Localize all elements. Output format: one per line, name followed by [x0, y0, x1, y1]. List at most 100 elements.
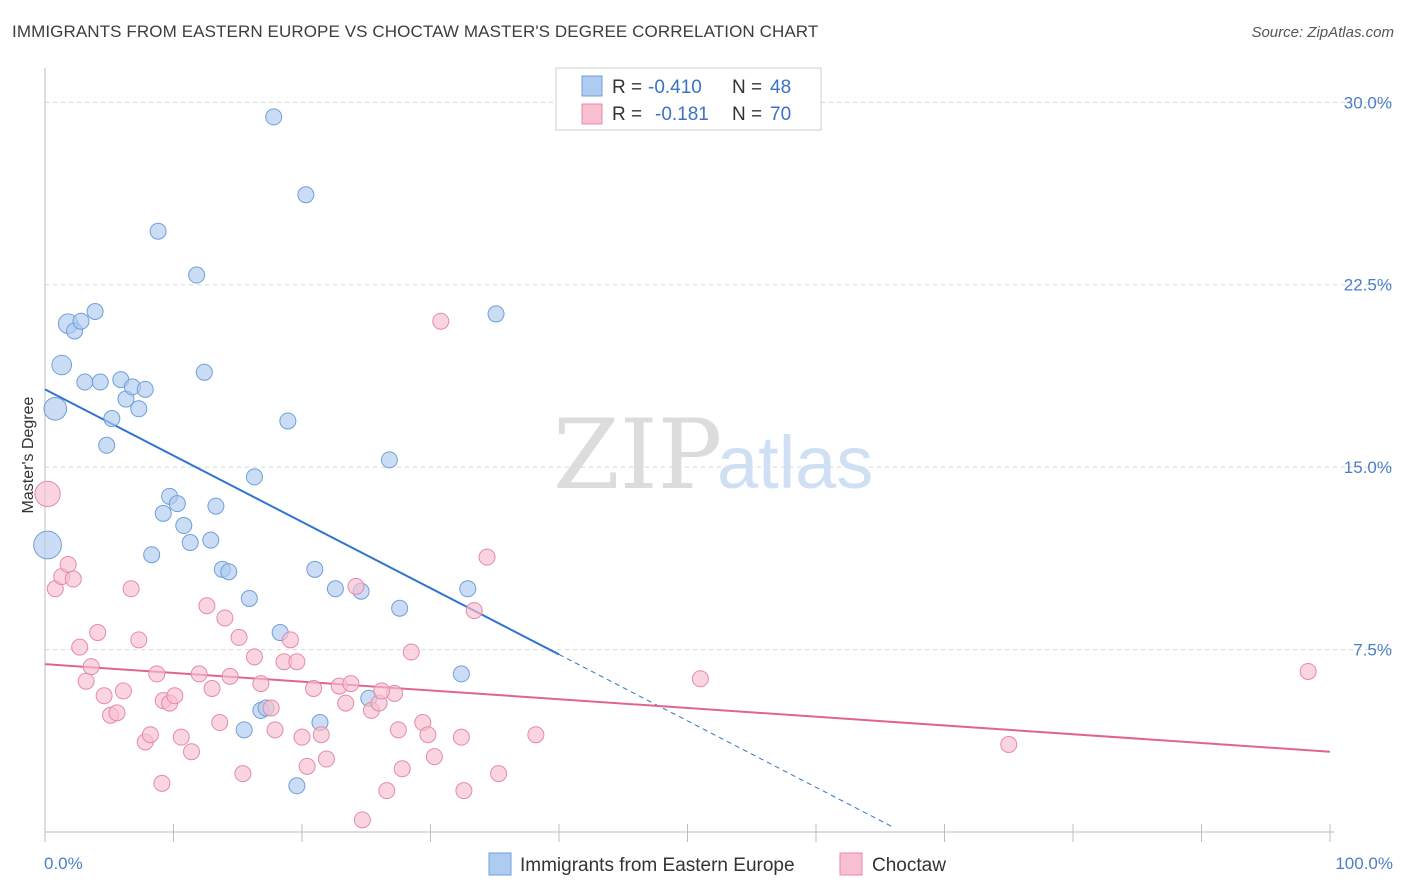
point-blue — [181, 534, 199, 552]
point-pink — [298, 757, 316, 775]
point-blue — [98, 436, 116, 454]
watermark: ZIP atlas — [553, 399, 873, 511]
point-blue — [288, 777, 306, 795]
y-axis-title: Master's Degree — [20, 396, 37, 513]
grid-lines — [45, 101, 1392, 651]
point-pink — [478, 548, 496, 566]
legend-bottom-label-2: Choctaw — [872, 855, 946, 876]
point-blue — [33, 530, 62, 560]
y-tick-label: 22.5% — [1344, 276, 1392, 295]
x-tick-label-min: 0.0% — [44, 854, 83, 873]
source-note: Source: ZipAtlas.com — [1251, 24, 1394, 41]
tick-labels: 7.5% 15.0% 22.5% 30.0% 0.0% 100.0% — [44, 93, 1393, 873]
point-blue — [459, 580, 477, 598]
legend-bottom-swatch-pink — [839, 852, 863, 876]
point-blue — [154, 504, 172, 522]
point-blue — [43, 396, 68, 421]
point-pink — [347, 577, 365, 595]
point-blue — [91, 373, 109, 391]
point-pink — [305, 679, 323, 697]
point-blue — [279, 412, 297, 430]
legend-r-label-2: R = — [612, 104, 642, 125]
point-blue — [487, 305, 505, 323]
point-pink — [211, 714, 229, 732]
point-pink — [378, 782, 396, 800]
point-blue — [297, 186, 315, 204]
point-pink — [148, 665, 166, 683]
point-pink — [108, 704, 126, 722]
point-pink — [141, 726, 159, 744]
point-blue — [235, 721, 253, 739]
legend-bottom-label-1: Immigrants from Eastern Europe — [520, 855, 795, 876]
data-points — [33, 108, 1317, 829]
legend-n-value-1: 48 — [770, 77, 791, 98]
point-pink — [130, 631, 148, 649]
point-pink — [402, 643, 420, 661]
point-pink — [182, 743, 200, 761]
point-blue — [143, 546, 161, 564]
point-pink — [198, 597, 216, 615]
point-blue — [306, 560, 324, 578]
legend-r-value-1: -0.410 — [648, 77, 702, 98]
point-pink — [252, 675, 270, 693]
point-blue — [326, 580, 344, 598]
point-pink — [64, 570, 82, 588]
legend-swatch-blue — [581, 75, 603, 97]
point-pink — [95, 687, 113, 705]
y-tick-label: 15.0% — [1344, 458, 1392, 477]
point-pink — [432, 312, 450, 330]
point-blue — [220, 563, 238, 581]
legend-r-value-2: -0.181 — [655, 104, 709, 125]
legend-n-label-1: N = — [732, 77, 762, 98]
point-pink — [288, 653, 306, 671]
point-pink — [122, 580, 140, 598]
point-pink — [114, 682, 132, 700]
point-blue — [380, 451, 398, 469]
point-blue — [175, 517, 193, 535]
point-pink — [312, 726, 330, 744]
point-pink — [389, 721, 407, 739]
point-pink — [34, 480, 61, 508]
point-pink — [393, 760, 411, 778]
point-blue — [452, 665, 470, 683]
point-blue — [86, 302, 104, 320]
legend-r-label-1: R = — [612, 77, 642, 98]
point-pink — [89, 624, 107, 642]
point-pink — [691, 670, 709, 688]
point-pink — [527, 726, 545, 744]
trend-line-dashed-blue — [558, 654, 894, 828]
legend-swatch-pink — [581, 103, 603, 125]
legend-n-value-2: 70 — [770, 104, 791, 125]
point-pink — [190, 665, 208, 683]
point-pink — [266, 721, 284, 739]
point-pink — [172, 728, 190, 746]
point-blue — [195, 363, 213, 381]
point-blue — [72, 312, 90, 330]
x-tick-label-max: 100.0% — [1335, 854, 1393, 873]
point-pink — [1000, 735, 1018, 753]
point-pink — [82, 658, 100, 676]
watermark-atlas: atlas — [717, 421, 873, 504]
point-blue — [103, 410, 121, 428]
legend-bottom: Immigrants from Eastern Europe Choctaw — [488, 852, 946, 876]
point-blue — [188, 266, 206, 284]
point-pink — [455, 782, 473, 800]
watermark-zip: ZIP — [553, 399, 722, 511]
point-blue — [391, 599, 409, 617]
y-tick-label: 30.0% — [1344, 93, 1392, 112]
point-blue — [51, 354, 73, 376]
point-pink — [77, 672, 95, 690]
point-pink — [234, 765, 252, 783]
point-blue — [76, 373, 94, 391]
point-pink — [203, 679, 221, 697]
chart-title: IMMIGRANTS FROM EASTERN EUROPE VS CHOCTA… — [12, 22, 819, 41]
point-blue — [168, 495, 186, 513]
trend-line-blue — [44, 388, 560, 656]
point-pink — [262, 699, 280, 717]
point-pink — [425, 748, 443, 766]
legend-top: R = -0.410 N = 48 R = -0.181 N = 70 — [555, 67, 822, 131]
point-pink — [293, 728, 311, 746]
y-tick-label: 7.5% — [1353, 641, 1392, 660]
point-pink — [490, 765, 508, 783]
point-pink — [317, 750, 335, 768]
